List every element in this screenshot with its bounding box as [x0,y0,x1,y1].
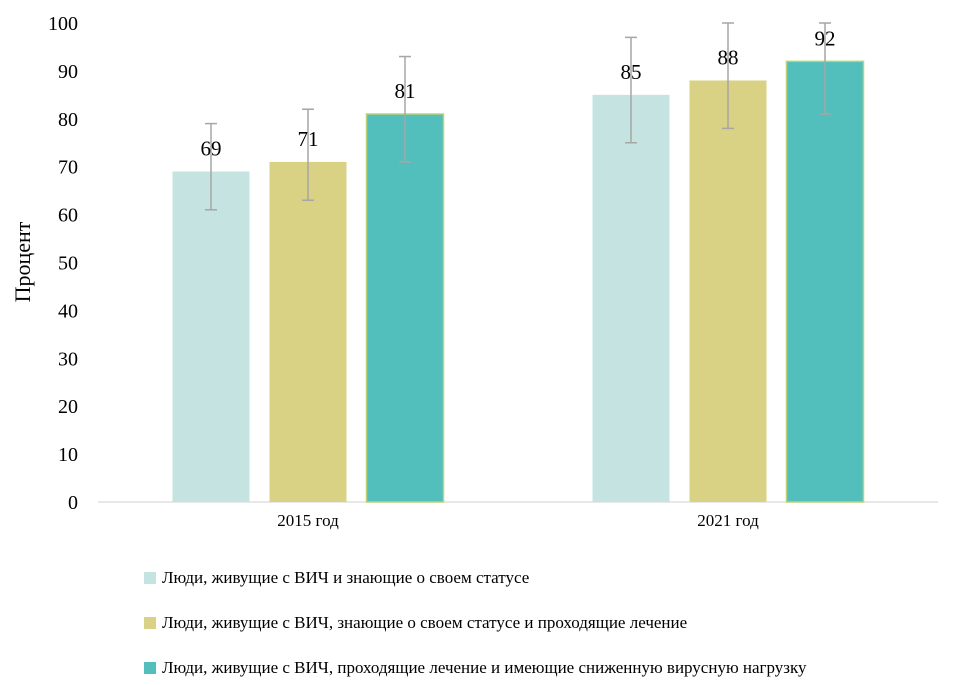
bar [269,161,347,502]
legend: Люди, живущие с ВИЧ и знающие о своем ст… [144,568,807,677]
legend-swatch [144,662,156,674]
legend-label: Люди, живущие с ВИЧ, знающие о своем ста… [162,613,687,632]
bar [365,113,445,503]
bars [172,60,865,503]
legend-label: Люди, живущие с ВИЧ и знающие о своем ст… [162,568,529,587]
bar [689,80,767,502]
data-label: 81 [395,79,416,103]
bar [172,171,250,503]
y-tick-label: 70 [58,157,78,179]
data-label: 71 [298,127,319,151]
legend-swatch [144,572,156,584]
legend-label: Люди, живущие с ВИЧ, проходящие лечение … [162,658,807,677]
y-tick-label: 30 [58,348,78,370]
error-bars [205,22,831,211]
data-label: 69 [201,136,222,160]
data-label: 92 [815,26,836,50]
y-tick-label: 60 [58,205,78,227]
y-tick-label: 0 [68,492,78,514]
data-labels: 69 71 81 85 88 92 [201,26,836,160]
y-tick-label: 40 [58,300,78,322]
y-tick-label: 100 [48,13,78,35]
y-tick-label: 10 [58,444,78,466]
legend-swatch [144,617,156,629]
y-tick-label: 50 [58,253,78,275]
x-tick-label: 2021 год [697,511,759,530]
data-label: 85 [621,60,642,84]
y-axis-label: Процент [10,221,35,302]
bar [785,60,865,503]
data-label: 88 [718,45,739,69]
legend-item: Люди, живущие с ВИЧ, знающие о своем ста… [144,613,687,632]
x-tick-label: 2015 год [277,511,339,530]
bar [592,94,670,502]
y-tick-label: 20 [58,396,78,418]
y-tick-label: 90 [58,61,78,83]
legend-item: Люди, живущие с ВИЧ, проходящие лечение … [144,658,807,677]
x-axis-ticks: 2015 год 2021 год [277,511,759,530]
legend-item: Люди, живущие с ВИЧ и знающие о своем ст… [144,568,529,587]
y-tick-label: 80 [58,109,78,131]
y-axis-ticks: 0 10 20 30 40 50 60 70 80 90 100 [48,13,78,514]
